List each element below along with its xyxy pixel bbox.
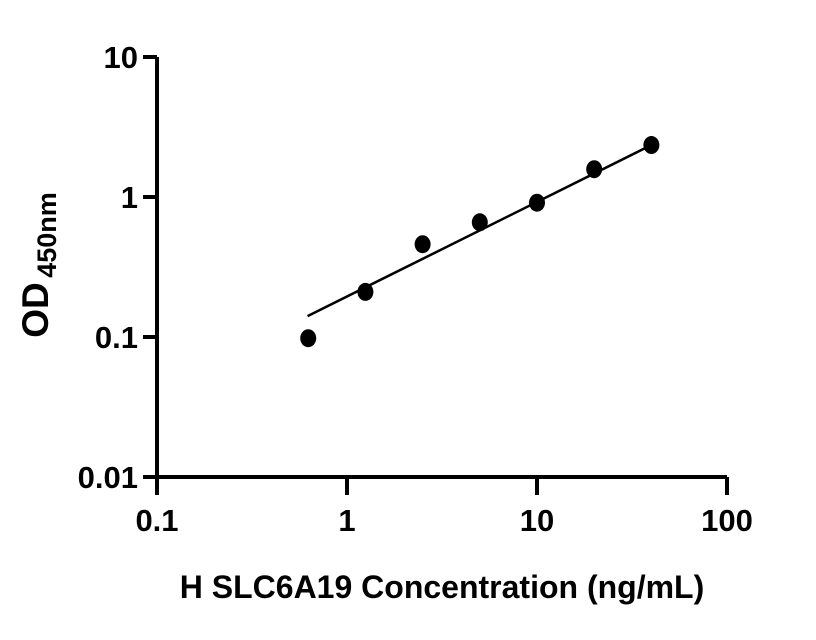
- y-tick-label: 0.01: [78, 460, 138, 495]
- y-tick-label: 1: [121, 180, 138, 215]
- x-tick-label: 0.1: [135, 503, 178, 538]
- y-axis-ticks: 10 1 0.1 0.01: [78, 40, 157, 495]
- y-axis-title: OD 450nm: [15, 192, 62, 338]
- y-tick-label: 10: [104, 40, 138, 75]
- x-axis-title: H SLC6A19 Concentration (ng/mL): [180, 569, 704, 605]
- axes: [155, 57, 727, 495]
- y-tick-label: 0.1: [95, 320, 138, 355]
- y-axis-title-subscript: 450nm: [32, 192, 62, 278]
- x-tick-label: 10: [520, 503, 554, 538]
- data-point: [529, 193, 545, 212]
- data-point: [586, 160, 603, 179]
- x-axis-ticks: 0.1 1 10 100: [135, 477, 753, 538]
- data-point: [414, 235, 431, 254]
- x-tick-label: 100: [701, 503, 753, 538]
- x-tick-label: 1: [338, 503, 355, 538]
- data-point: [357, 282, 374, 301]
- data-series: [300, 136, 660, 348]
- data-point: [471, 213, 488, 232]
- y-axis-title-main: OD: [15, 282, 56, 338]
- data-point: [643, 136, 660, 155]
- data-point: [300, 329, 317, 348]
